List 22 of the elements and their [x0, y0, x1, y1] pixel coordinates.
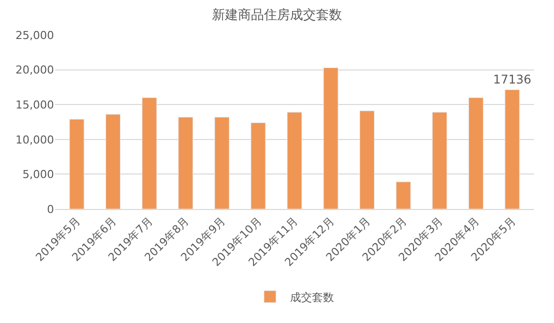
- y-tick-label: 10,000: [16, 133, 54, 146]
- bar: [106, 114, 121, 209]
- y-tick-label: 0: [47, 202, 54, 216]
- data-label: 17136: [493, 72, 532, 87]
- chart-title: 新建商品住房成交套数: [212, 6, 342, 23]
- y-tick-label: 20,000: [16, 64, 54, 77]
- bar: [142, 97, 157, 209]
- bar: [504, 89, 520, 209]
- bar: [178, 116, 194, 209]
- bar: [468, 97, 484, 209]
- bar: [286, 112, 302, 209]
- bar: [214, 116, 230, 209]
- bar: [323, 67, 338, 209]
- y-tick-label: 15,000: [16, 98, 54, 112]
- y-tick-label: 5,000: [22, 168, 54, 182]
- bar: [250, 122, 266, 209]
- bar: [432, 112, 448, 209]
- bar: [69, 118, 84, 209]
- bar: [396, 182, 411, 209]
- y-tick-label: 25,000: [16, 28, 54, 42]
- legend-label: 成交套数: [290, 290, 334, 304]
- bar: [360, 110, 375, 209]
